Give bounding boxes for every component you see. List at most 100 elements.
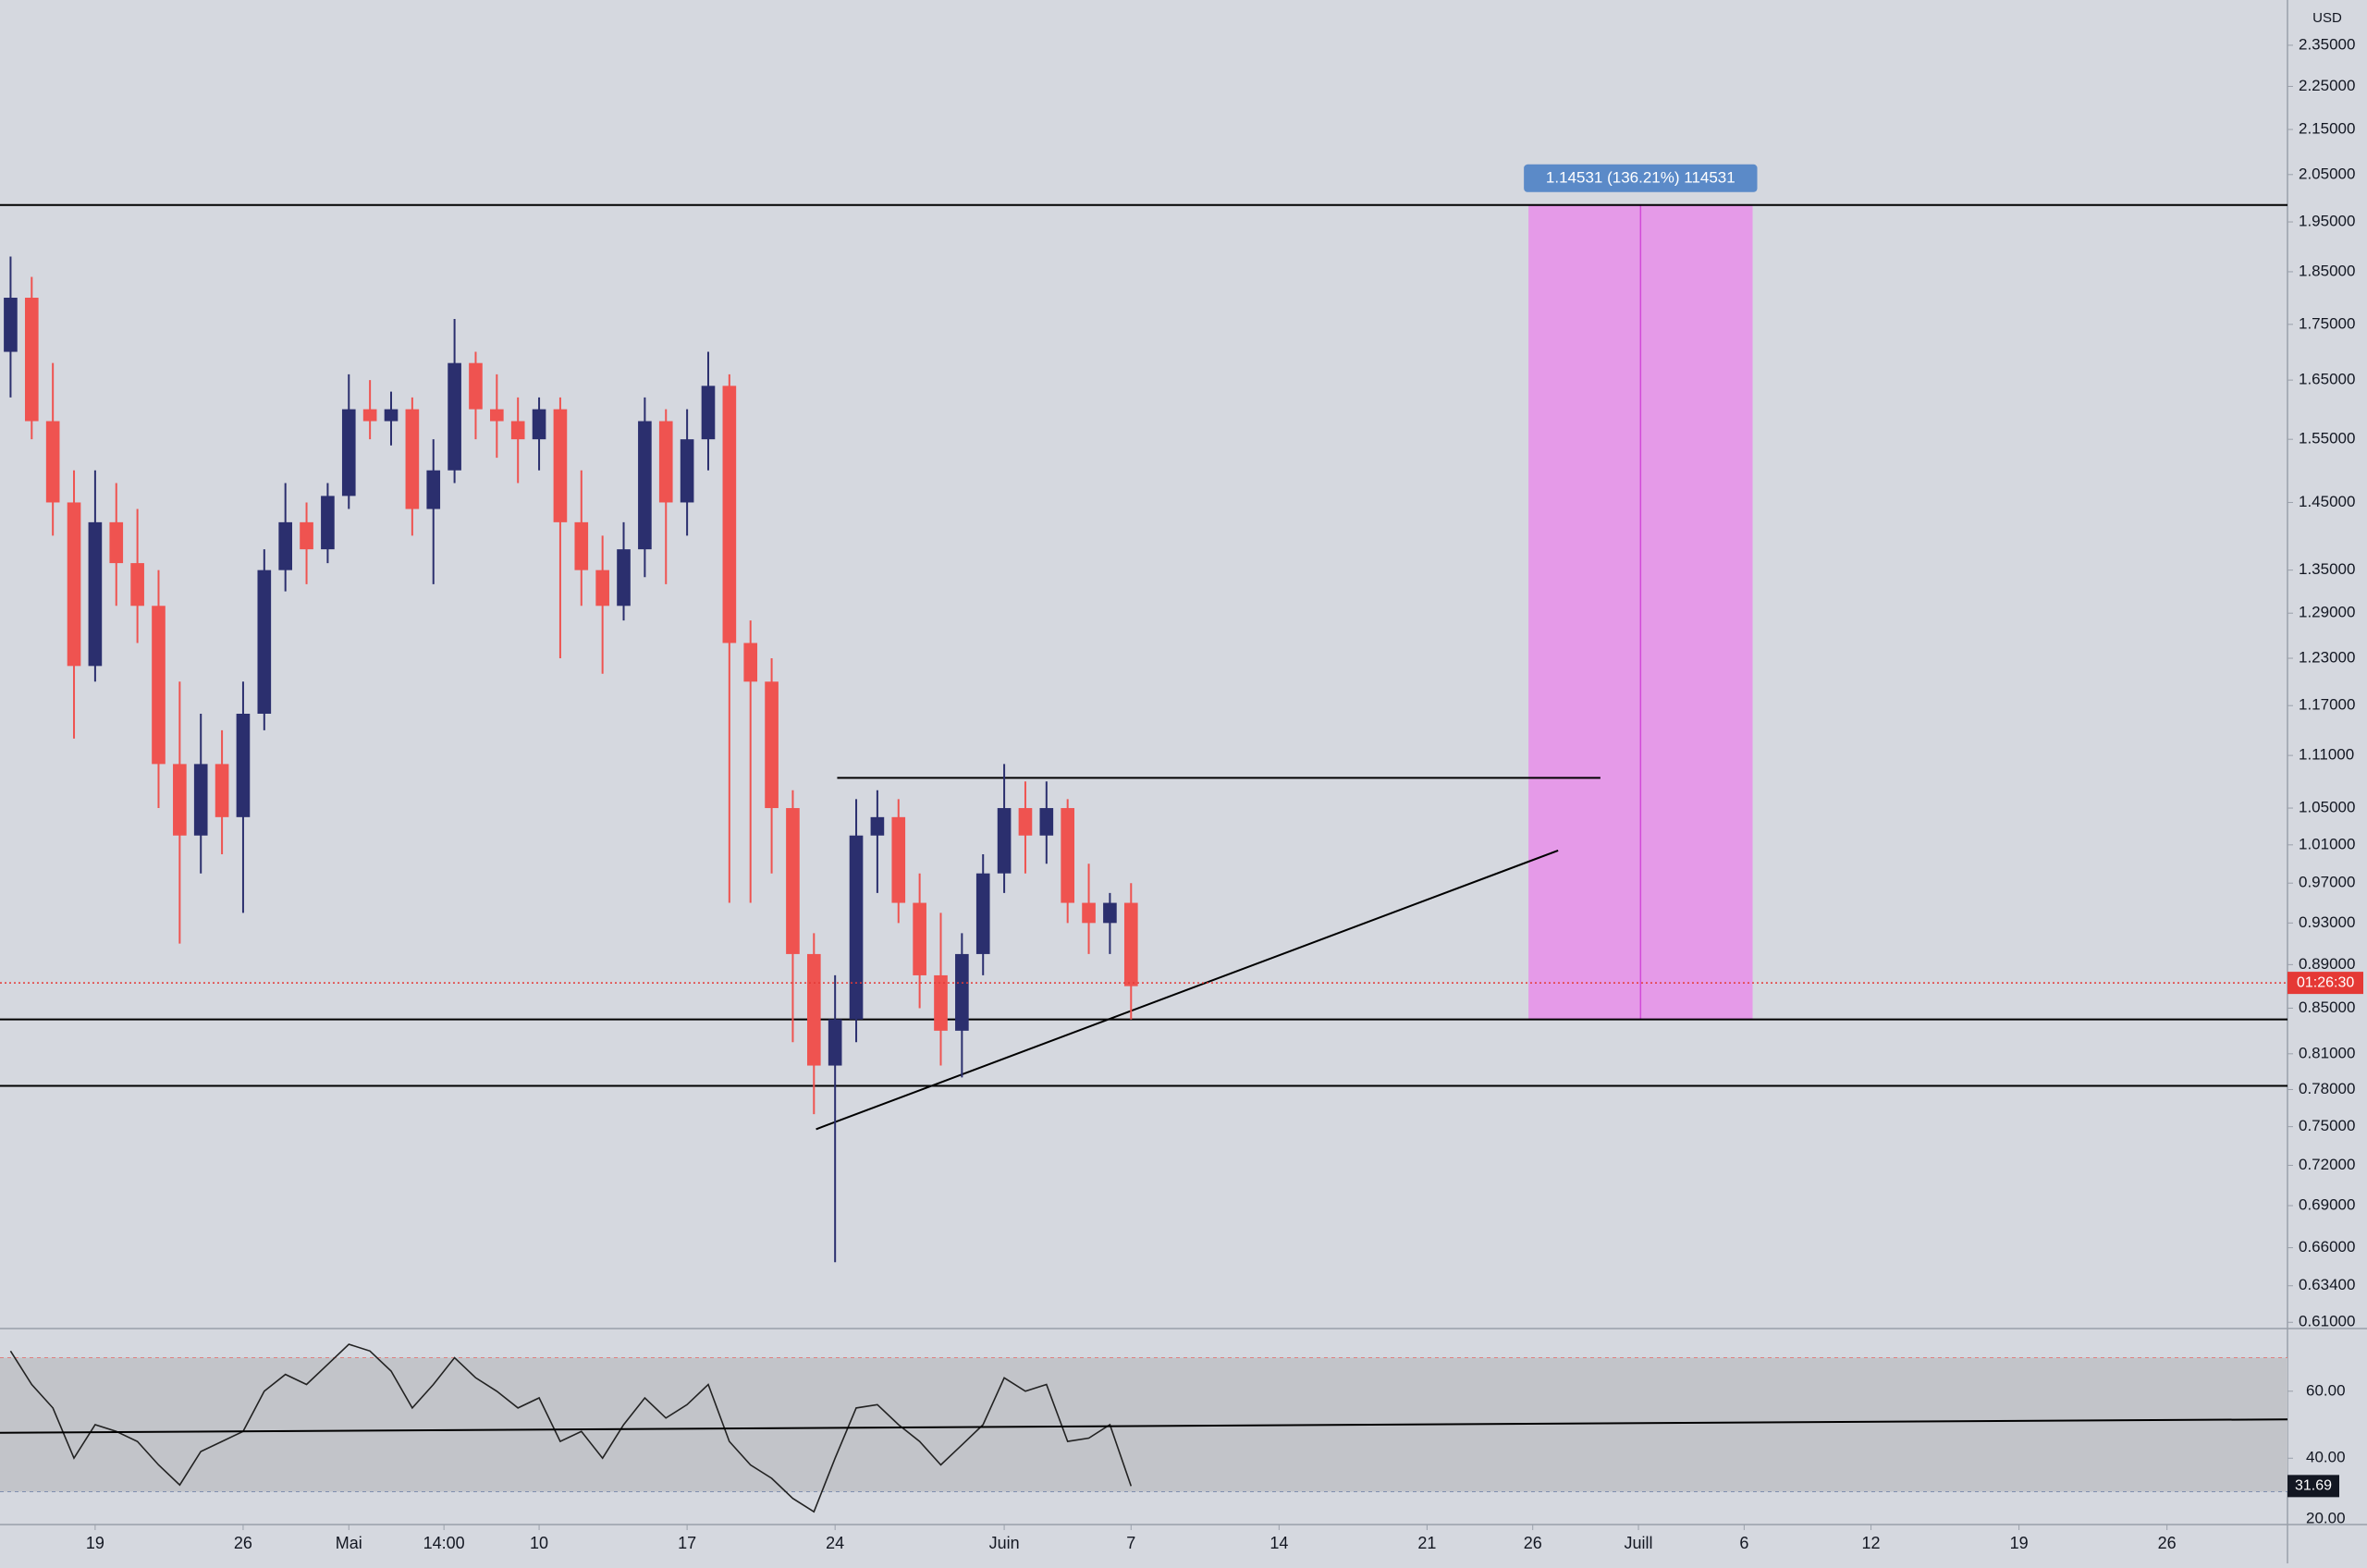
candle-body: [67, 502, 81, 667]
current-price-countdown: 01:26:30: [2297, 974, 2354, 990]
y-tick-label: 1.45000: [2299, 493, 2355, 510]
candle-body: [24, 298, 39, 422]
y-tick-label: 1.11000: [2299, 746, 2354, 764]
candle-body: [849, 835, 864, 1020]
candle-body: [130, 563, 144, 606]
y-tick-label: 1.01000: [2299, 835, 2355, 852]
candle-body: [469, 362, 483, 410]
candle-body: [617, 549, 631, 606]
candle-body: [765, 681, 779, 809]
candle-body: [341, 409, 356, 496]
x-tick-label: 26: [2158, 1534, 2177, 1552]
candle-body: [1018, 808, 1033, 836]
candle-body: [510, 421, 525, 440]
current-price-tag: [2287, 972, 2363, 995]
y-tick-label: 1.95000: [2299, 213, 2355, 230]
candle-body: [490, 409, 504, 422]
x-tick-label: Mai: [336, 1534, 362, 1552]
rsi-tick-label: 20.00: [2306, 1509, 2346, 1526]
candle-body: [215, 764, 229, 817]
y-tick-label: 0.75000: [2299, 1117, 2355, 1134]
y-tick-label: 0.97000: [2299, 874, 2355, 891]
x-tick-label: 6: [1739, 1534, 1748, 1552]
y-tick-label: 1.05000: [2299, 799, 2355, 816]
y-tick-label: 0.85000: [2299, 998, 2355, 1016]
x-tick-label: Juill: [1625, 1534, 1653, 1552]
y-tick-label: 1.29000: [2299, 604, 2355, 621]
y-tick-label: 2.35000: [2299, 35, 2355, 53]
candle-body: [595, 570, 609, 606]
candle-body: [786, 808, 800, 954]
candle-body: [870, 816, 885, 836]
candle-body: [109, 521, 124, 564]
rsi-band: [0, 1357, 2287, 1492]
candle-body: [1103, 902, 1117, 924]
rsi-last-label: 31.69: [2295, 1478, 2332, 1494]
projection-label-box: [1524, 164, 1758, 192]
x-tick-label: 26: [234, 1534, 252, 1552]
y-tick-label: 0.89000: [2299, 955, 2355, 973]
candle-body: [658, 421, 673, 503]
candle-body: [1123, 902, 1138, 986]
candle-body: [300, 521, 313, 550]
rsi-line: [9, 1343, 1133, 1513]
y-tick-label: 1.65000: [2299, 371, 2355, 388]
y-tick-label: 1.17000: [2299, 696, 2355, 714]
candle-body: [236, 714, 251, 817]
x-tick-label: 17: [678, 1534, 696, 1552]
candle-body: [193, 764, 208, 836]
x-tick-label: Juin: [989, 1534, 1020, 1552]
candle-body: [405, 409, 420, 509]
candle-body: [574, 521, 589, 570]
candle-body: [257, 570, 272, 715]
x-tick-label: 19: [86, 1534, 104, 1552]
candle-body: [975, 873, 990, 954]
y-tick-label: 1.85000: [2299, 262, 2355, 279]
y-tick-label: 1.35000: [2299, 560, 2355, 578]
x-tick-label: 10: [530, 1534, 548, 1552]
x-tick-label: 21: [1417, 1534, 1436, 1552]
candle-body: [1061, 808, 1075, 903]
candle-body: [278, 521, 292, 570]
candle-body: [45, 421, 60, 503]
y-tick-label: 0.93000: [2299, 913, 2355, 931]
candle-body: [88, 521, 103, 667]
y-tick-label: 0.69000: [2299, 1196, 2355, 1214]
x-tick-label: 14: [1269, 1534, 1288, 1552]
y-tick-label: 0.78000: [2299, 1080, 2355, 1097]
candle-body: [553, 409, 568, 522]
y-tick-label: 0.63400: [2299, 1276, 2355, 1293]
candle-body: [173, 764, 187, 836]
y-tick-label: 1.55000: [2299, 430, 2355, 447]
candle-body: [680, 439, 694, 503]
candle-body: [362, 409, 377, 422]
x-tick-label: 26: [1524, 1534, 1542, 1552]
candle-body: [722, 386, 737, 643]
candle-body: [891, 816, 906, 903]
y-tick-label: 0.61000: [2299, 1313, 2355, 1330]
candle-body: [701, 386, 716, 440]
y-tick-label: 0.81000: [2299, 1044, 2355, 1061]
candle-body: [806, 953, 821, 1066]
x-tick-label: 7: [1126, 1534, 1135, 1552]
candle-body: [4, 298, 18, 352]
y-tick-label: 2.25000: [2299, 77, 2355, 94]
rsi-tick-label: 60.00: [2306, 1381, 2346, 1399]
x-tick-label: 14:00: [423, 1534, 465, 1552]
currency-label: USD: [2312, 10, 2342, 26]
y-tick-label: 0.66000: [2299, 1238, 2355, 1256]
x-tick-label: 24: [826, 1534, 844, 1552]
trend-line: [816, 849, 1559, 1131]
candle-body: [384, 409, 399, 422]
y-tick-label: 2.15000: [2299, 120, 2355, 138]
candle-body: [913, 902, 926, 975]
rsi-last-tag: [2287, 1475, 2339, 1498]
projection-label: 1.14531 (136.21%) 114531: [1546, 168, 1735, 186]
y-tick-label: 1.23000: [2299, 648, 2355, 666]
candle-body: [1082, 902, 1096, 924]
y-tick-label: 1.75000: [2299, 314, 2355, 332]
y-tick-label: 0.72000: [2299, 1156, 2355, 1173]
candle-body: [532, 409, 546, 440]
candle-body: [743, 643, 758, 682]
